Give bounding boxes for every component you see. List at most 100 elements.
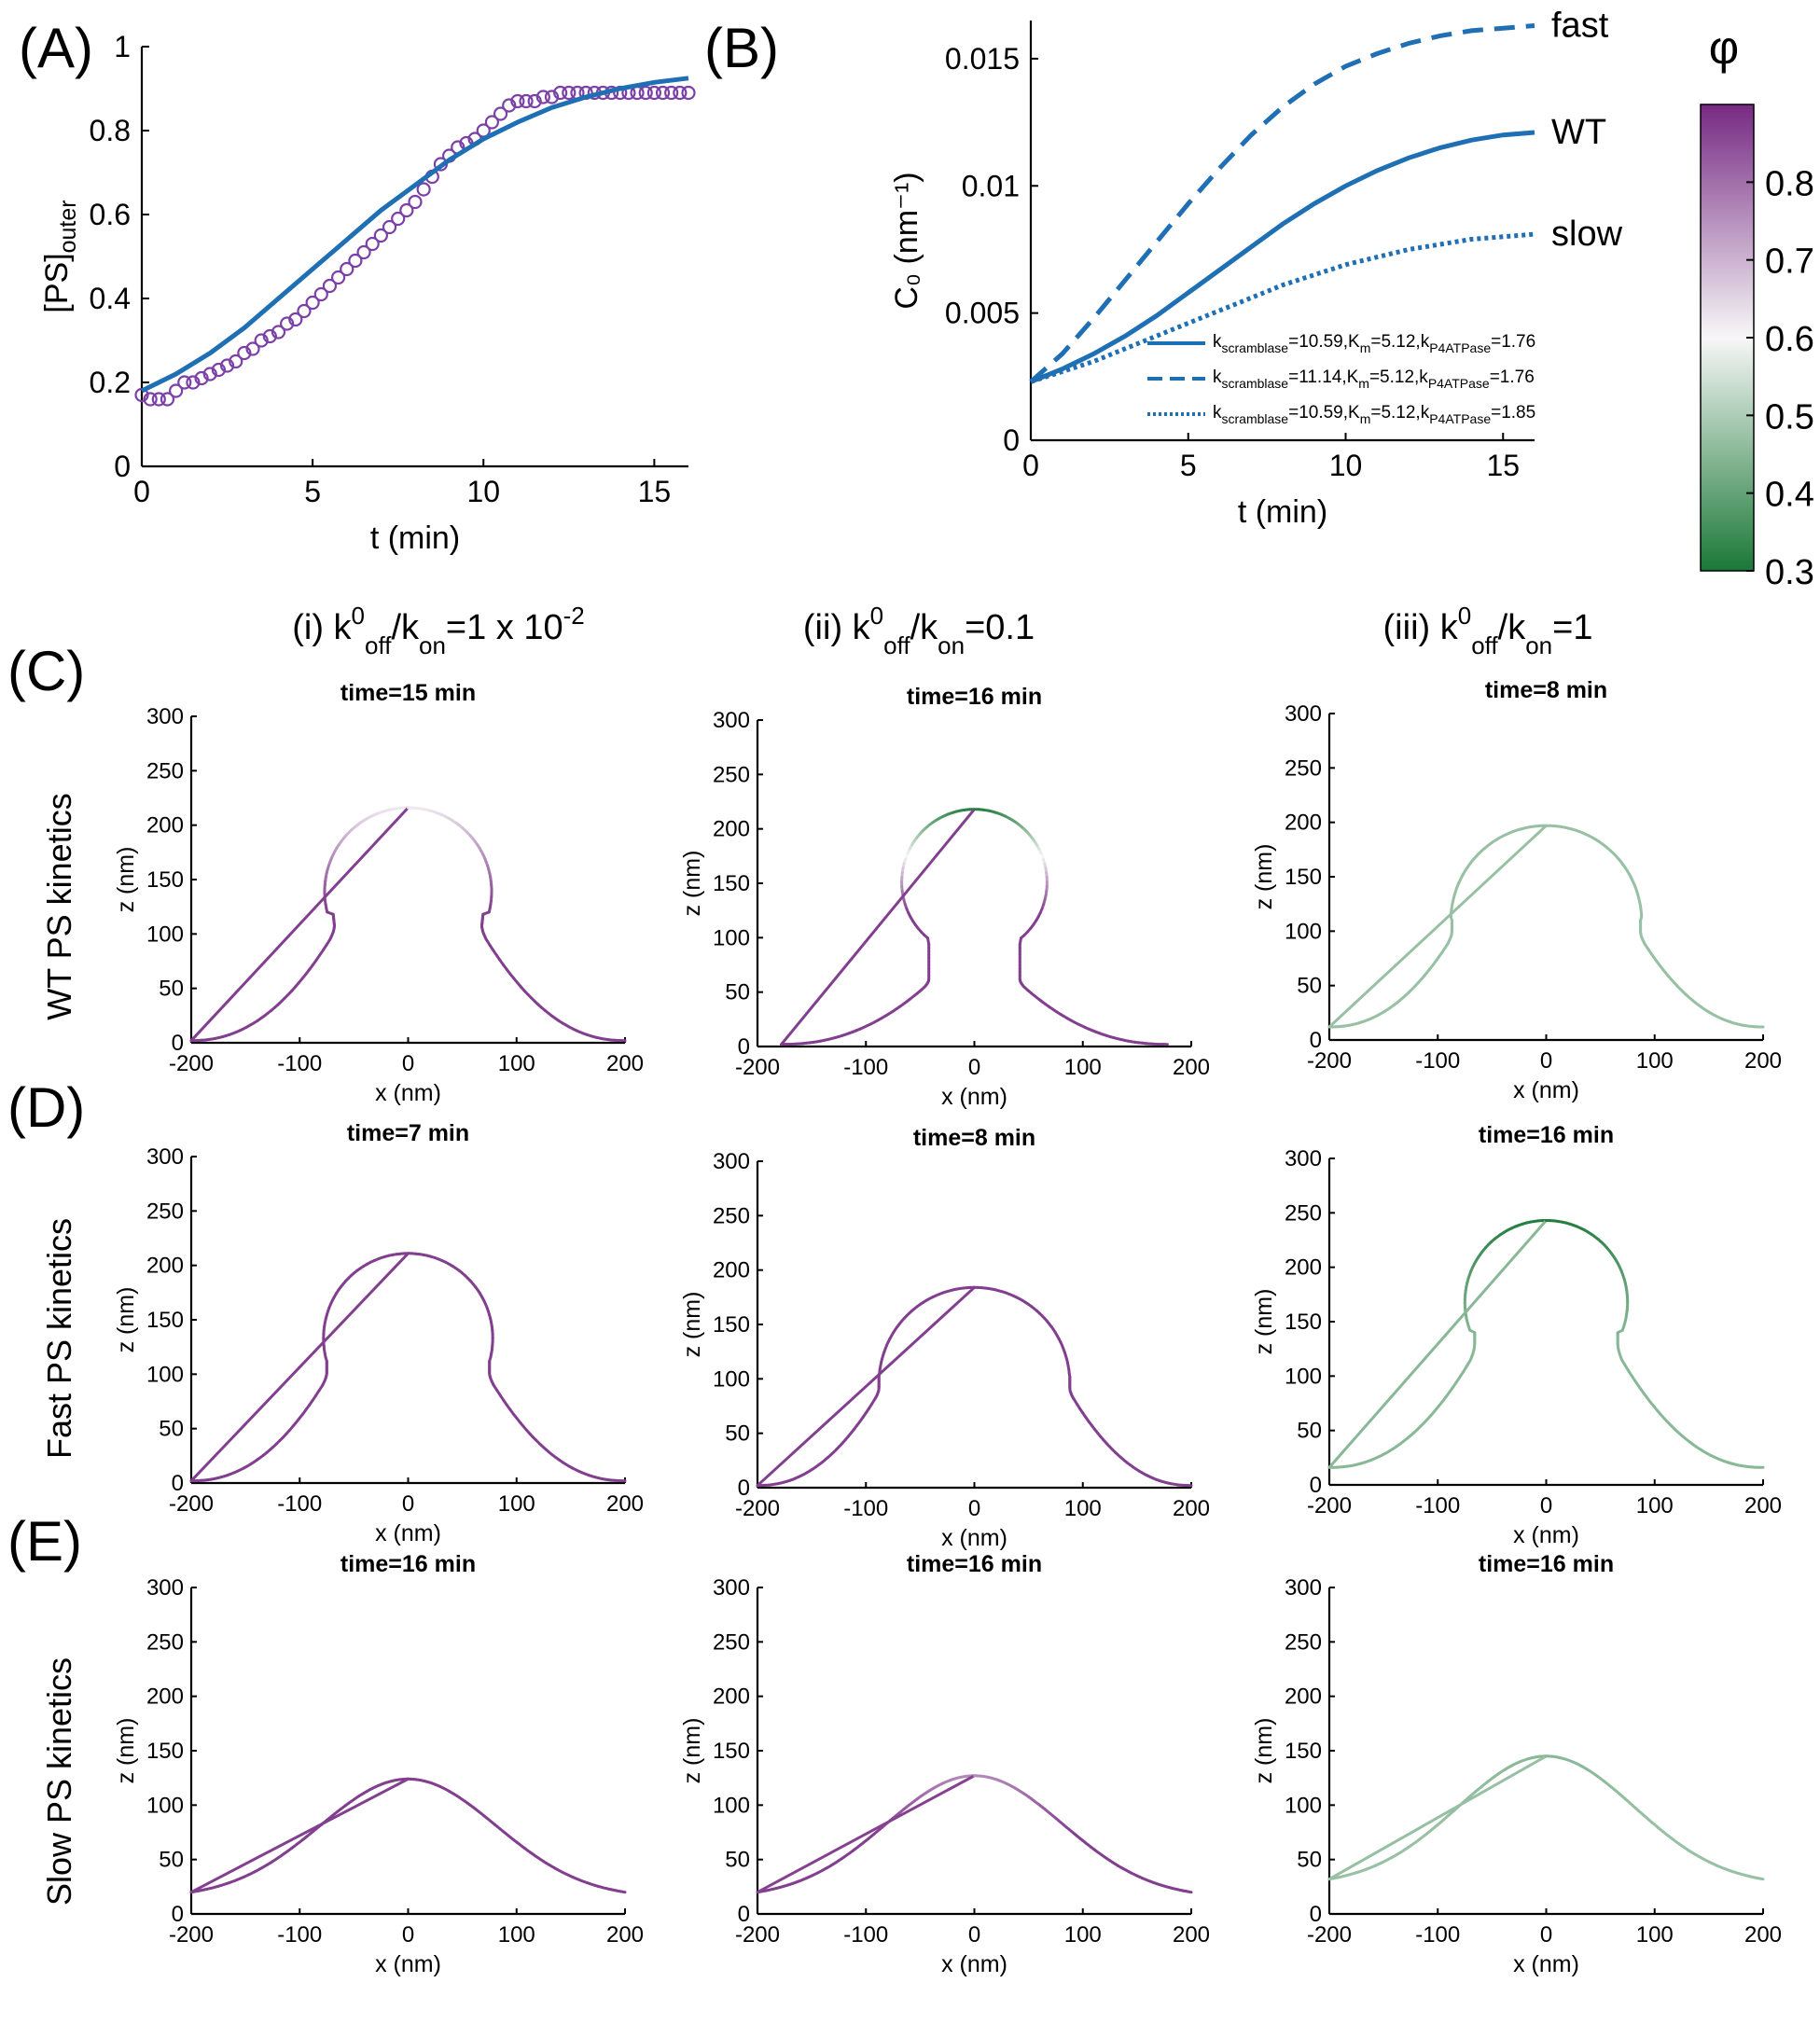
panel-title: time=7 min (347, 1120, 469, 1146)
column-header-part: on (1525, 631, 1552, 659)
x-tick-label: 100 (1064, 1496, 1102, 1521)
data-point (553, 85, 568, 101)
legend-text-part: =1.76 (1491, 332, 1535, 352)
y-tick-label: 0.015 (945, 42, 1020, 76)
y-tick-label: 250 (146, 758, 184, 783)
y-tick-label: 150 (713, 1739, 750, 1764)
column-header-part: =1 x 10 (446, 608, 563, 647)
y-tick-label: 0.005 (945, 297, 1020, 330)
y-tick-label: 50 (159, 1417, 184, 1442)
data-point (391, 211, 406, 227)
data-point (510, 93, 525, 109)
y-tick-label: 100 (1285, 1364, 1322, 1389)
x-tick-label: 0 (1540, 1493, 1552, 1518)
series-fast (1029, 23, 1535, 384)
x-tick-label: 200 (606, 1491, 644, 1517)
y-tick-label: 0.6 (90, 198, 131, 231)
data-point (305, 295, 320, 311)
legend-text-part: P4ATPase (1429, 340, 1491, 355)
panel-title: time=8 min (1485, 677, 1607, 703)
legend-text-part: =5.12,k (1370, 403, 1429, 423)
profile-panel: -200 -100 0 100 200 0 50 100 150 200 250 300 x (nm) z… (1251, 1122, 1782, 1548)
x-tick-label: -100 (843, 1496, 888, 1521)
data-point (535, 90, 550, 104)
column-header-part: off (1471, 631, 1498, 659)
column-header-part: 0 (870, 602, 883, 630)
y-tick-label: 200 (146, 1684, 184, 1710)
legend-text-part: =10.59,K (1288, 403, 1360, 423)
y-axis-label: z (nm) (679, 1292, 705, 1358)
y-tick-label: 50 (1297, 1848, 1322, 1873)
data-point (646, 85, 661, 101)
legend-text-part: =5.12,k (1370, 332, 1429, 352)
panel-title: time=16 min (340, 1551, 476, 1577)
y-tick-label: 200 (713, 817, 750, 842)
x-tick-label: 200 (1173, 1922, 1210, 1948)
legend-text-part: P4ATPase (1429, 411, 1491, 426)
y-tick-label: 100 (713, 925, 750, 950)
column-header: (i) k0off/kon=1 x 10-2 (292, 602, 585, 659)
data-point (313, 286, 328, 302)
x-tick-label: 15 (638, 475, 672, 508)
legend-text-part: =11.14,K (1288, 367, 1359, 387)
y-tick-label: 200 (713, 1684, 750, 1710)
y-tick-label: 50 (725, 1421, 750, 1447)
data-point (169, 383, 184, 398)
row-labels: (C) WT PS kinetics (D) Fast PS kinetics (E) S… (7, 640, 85, 1906)
x-tick-label: 0 (968, 1055, 980, 1080)
x-tick-label: 5 (1180, 449, 1197, 482)
x-tick-label: -100 (277, 1922, 322, 1948)
data-point (416, 182, 431, 197)
y-tick-label: 150 (1285, 865, 1322, 890)
data-point (322, 278, 338, 294)
colorbar-tick-label: 0.5 (1765, 397, 1814, 437)
x-tick-label: -100 (843, 1055, 888, 1080)
y-axis-label: z (nm) (113, 1287, 139, 1353)
panel-title: time=16 min (1479, 1551, 1614, 1577)
y-tick-label: 0 (172, 1902, 184, 1927)
column-header: (ii) k0off/kon=0.1 (803, 602, 1035, 659)
x-tick-label: 5 (304, 475, 321, 508)
data-point (340, 261, 354, 277)
y-tick-label: 200 (713, 1258, 750, 1283)
data-point (519, 93, 534, 109)
column-header-part: off (883, 631, 910, 659)
data-point (211, 362, 227, 378)
y-tick-label: 0 (738, 1034, 750, 1060)
data-point (219, 358, 235, 373)
x-tick-label: -200 (735, 1496, 780, 1521)
x-tick-label: 10 (466, 475, 500, 508)
legend-text-part: k (1213, 367, 1222, 387)
x-tick-label: 0 (133, 475, 150, 508)
colorbar-gradient (1700, 104, 1755, 572)
y-tick-label: 300 (146, 1575, 184, 1601)
x-tick-label: 100 (498, 1051, 535, 1076)
x-tick-label: -200 (169, 1922, 214, 1948)
legend-text-part: =10.59,K (1288, 332, 1360, 352)
x-tick-label: -200 (1307, 1493, 1352, 1518)
y-tick-label: 0.4 (90, 282, 131, 315)
membrane-segment (189, 806, 410, 1043)
data-point (186, 375, 201, 390)
y-tick-label: 0 (1310, 1473, 1322, 1498)
series-label-fast: fast (1551, 6, 1609, 45)
y-tick-label: 300 (1285, 1575, 1322, 1601)
series-label-WT: WT (1551, 113, 1606, 152)
x-tick-label: -100 (1415, 1922, 1460, 1948)
legend-text-part: P4ATPase (1428, 376, 1490, 391)
x-axis-label: x (nm) (375, 1520, 441, 1546)
column-header-part: on (419, 631, 446, 659)
data-point (330, 270, 346, 285)
data-point (664, 85, 679, 101)
x-tick-label: -100 (843, 1922, 888, 1948)
legend-entry: kscramblase=10.59,Km=5.12,kP4ATPase=1.76 (1213, 332, 1535, 355)
legend-text-part: k (1213, 403, 1222, 423)
x-axis-label: x (nm) (1513, 1522, 1579, 1548)
data-point (502, 98, 517, 113)
data-point (655, 85, 671, 101)
y-tick-label: 300 (1285, 1146, 1322, 1171)
panel-b-ylabel: C₀ (nm⁻¹) (889, 172, 924, 309)
series-slow (1030, 231, 1535, 384)
legend-text-part: scramblase (1222, 411, 1289, 426)
data-point (638, 85, 653, 101)
